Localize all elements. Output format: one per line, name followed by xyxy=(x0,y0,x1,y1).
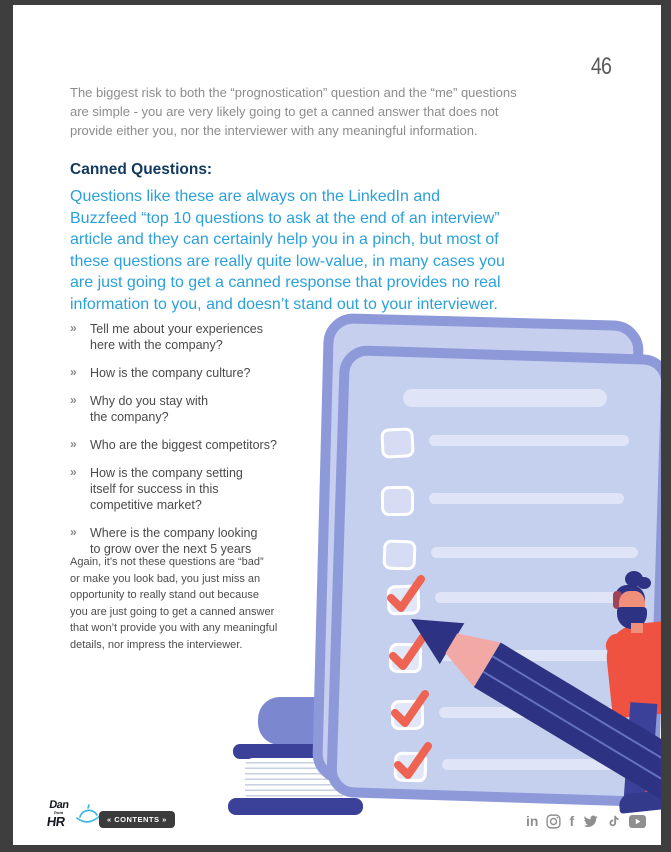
linkedin-icon[interactable]: in xyxy=(526,813,539,829)
question-text: Who are the biggest competitors? xyxy=(90,438,277,452)
checklist-sheet-front xyxy=(325,344,661,808)
text-placeholder-bar xyxy=(429,493,624,504)
bullet-marker: » xyxy=(70,465,77,479)
contents-button[interactable]: « CONTENTS » xyxy=(99,811,175,828)
section-body-paragraph: Questions like these are always on the L… xyxy=(70,188,505,313)
person-leg xyxy=(623,702,658,802)
checkbox-checked xyxy=(388,642,423,674)
person-head xyxy=(611,565,661,645)
person-face xyxy=(619,591,645,621)
checkmark-icon xyxy=(391,690,429,727)
checkmark-icon xyxy=(387,575,425,612)
list-item: » Who are the biggest competitors? xyxy=(70,437,350,453)
list-item: » How is the company culture? xyxy=(70,365,350,381)
checkmark-icon xyxy=(394,742,432,779)
checklist-sheet-back xyxy=(311,312,645,792)
text-placeholder-bar xyxy=(431,547,638,558)
checkbox-empty xyxy=(380,485,415,517)
question-text: Tell me about your experiences here with… xyxy=(90,322,264,352)
list-item: » Why do you stay with the company? xyxy=(70,393,350,425)
checkbox-empty xyxy=(380,427,415,459)
person-hair xyxy=(615,585,645,603)
text-placeholder-bar xyxy=(439,707,645,718)
person-neck xyxy=(631,623,643,633)
checkbox-checked xyxy=(393,751,428,783)
person-arm xyxy=(602,630,661,698)
twitter-icon[interactable] xyxy=(582,814,599,829)
checkmark-icon xyxy=(389,633,427,670)
social-links: in f xyxy=(526,813,647,829)
text-placeholder-bar xyxy=(437,650,627,661)
instagram-icon[interactable] xyxy=(546,813,562,829)
question-list: » Tell me about your experiences here wi… xyxy=(70,321,350,569)
person-hair-highlight xyxy=(613,591,622,609)
closing-paragraph: Again, it’s not these questions are “bad… xyxy=(70,556,278,651)
youtube-icon[interactable] xyxy=(629,814,647,828)
cap-icon xyxy=(76,804,102,823)
checkbox-empty xyxy=(382,539,417,571)
bullet-marker: » xyxy=(70,393,77,407)
pencil-wood xyxy=(438,621,501,687)
brand-logo-text: Dan from HR xyxy=(45,799,69,829)
page-number: 46 xyxy=(590,53,612,80)
question-text: How is the company culture? xyxy=(90,366,251,380)
question-text: Where is the company looking to grow ove… xyxy=(90,526,258,556)
intro-paragraph: The biggest risk to both the “prognostic… xyxy=(70,85,517,138)
brand-logo: Dan from HR xyxy=(45,799,108,836)
book-spine xyxy=(228,798,363,815)
question-text: Why do you stay with the company? xyxy=(90,394,209,424)
bullet-marker: » xyxy=(70,437,77,451)
hair-bun xyxy=(637,577,651,589)
pencil-illustration xyxy=(398,597,661,822)
person-sock xyxy=(644,776,661,796)
question-text: How is the company setting itself for su… xyxy=(90,466,243,512)
tiktok-icon[interactable] xyxy=(607,813,621,829)
logo-word-hr: HR xyxy=(45,814,66,829)
book-pages xyxy=(245,758,343,800)
list-item: » Tell me about your experiences here wi… xyxy=(70,321,350,353)
checkbox-checked xyxy=(390,699,425,731)
person-beard xyxy=(617,607,647,629)
bullet-marker: » xyxy=(70,525,77,539)
pencil-tip xyxy=(398,597,466,666)
person-shoe xyxy=(618,789,661,814)
text-placeholder-bar xyxy=(429,435,629,446)
list-item: » Where is the company looking to grow o… xyxy=(70,525,350,557)
bullet-marker: » xyxy=(70,321,77,335)
text-placeholder-bar xyxy=(442,759,634,770)
bullet-marker: » xyxy=(70,365,77,379)
pencil-body xyxy=(473,642,661,822)
list-item: » How is the company setting itself for … xyxy=(70,465,350,513)
person-shirt xyxy=(603,619,661,719)
section-heading: Canned Questions: xyxy=(70,161,213,178)
hair-bun xyxy=(625,571,643,587)
book-spine xyxy=(233,744,361,759)
text-placeholder-bar xyxy=(435,592,635,603)
book-top xyxy=(258,697,413,745)
facebook-icon[interactable]: f xyxy=(569,813,575,829)
document-page: 46 The biggest risk to both the “prognos… xyxy=(13,5,661,845)
text-placeholder-bar xyxy=(403,389,607,407)
checkbox-checked xyxy=(386,584,421,616)
